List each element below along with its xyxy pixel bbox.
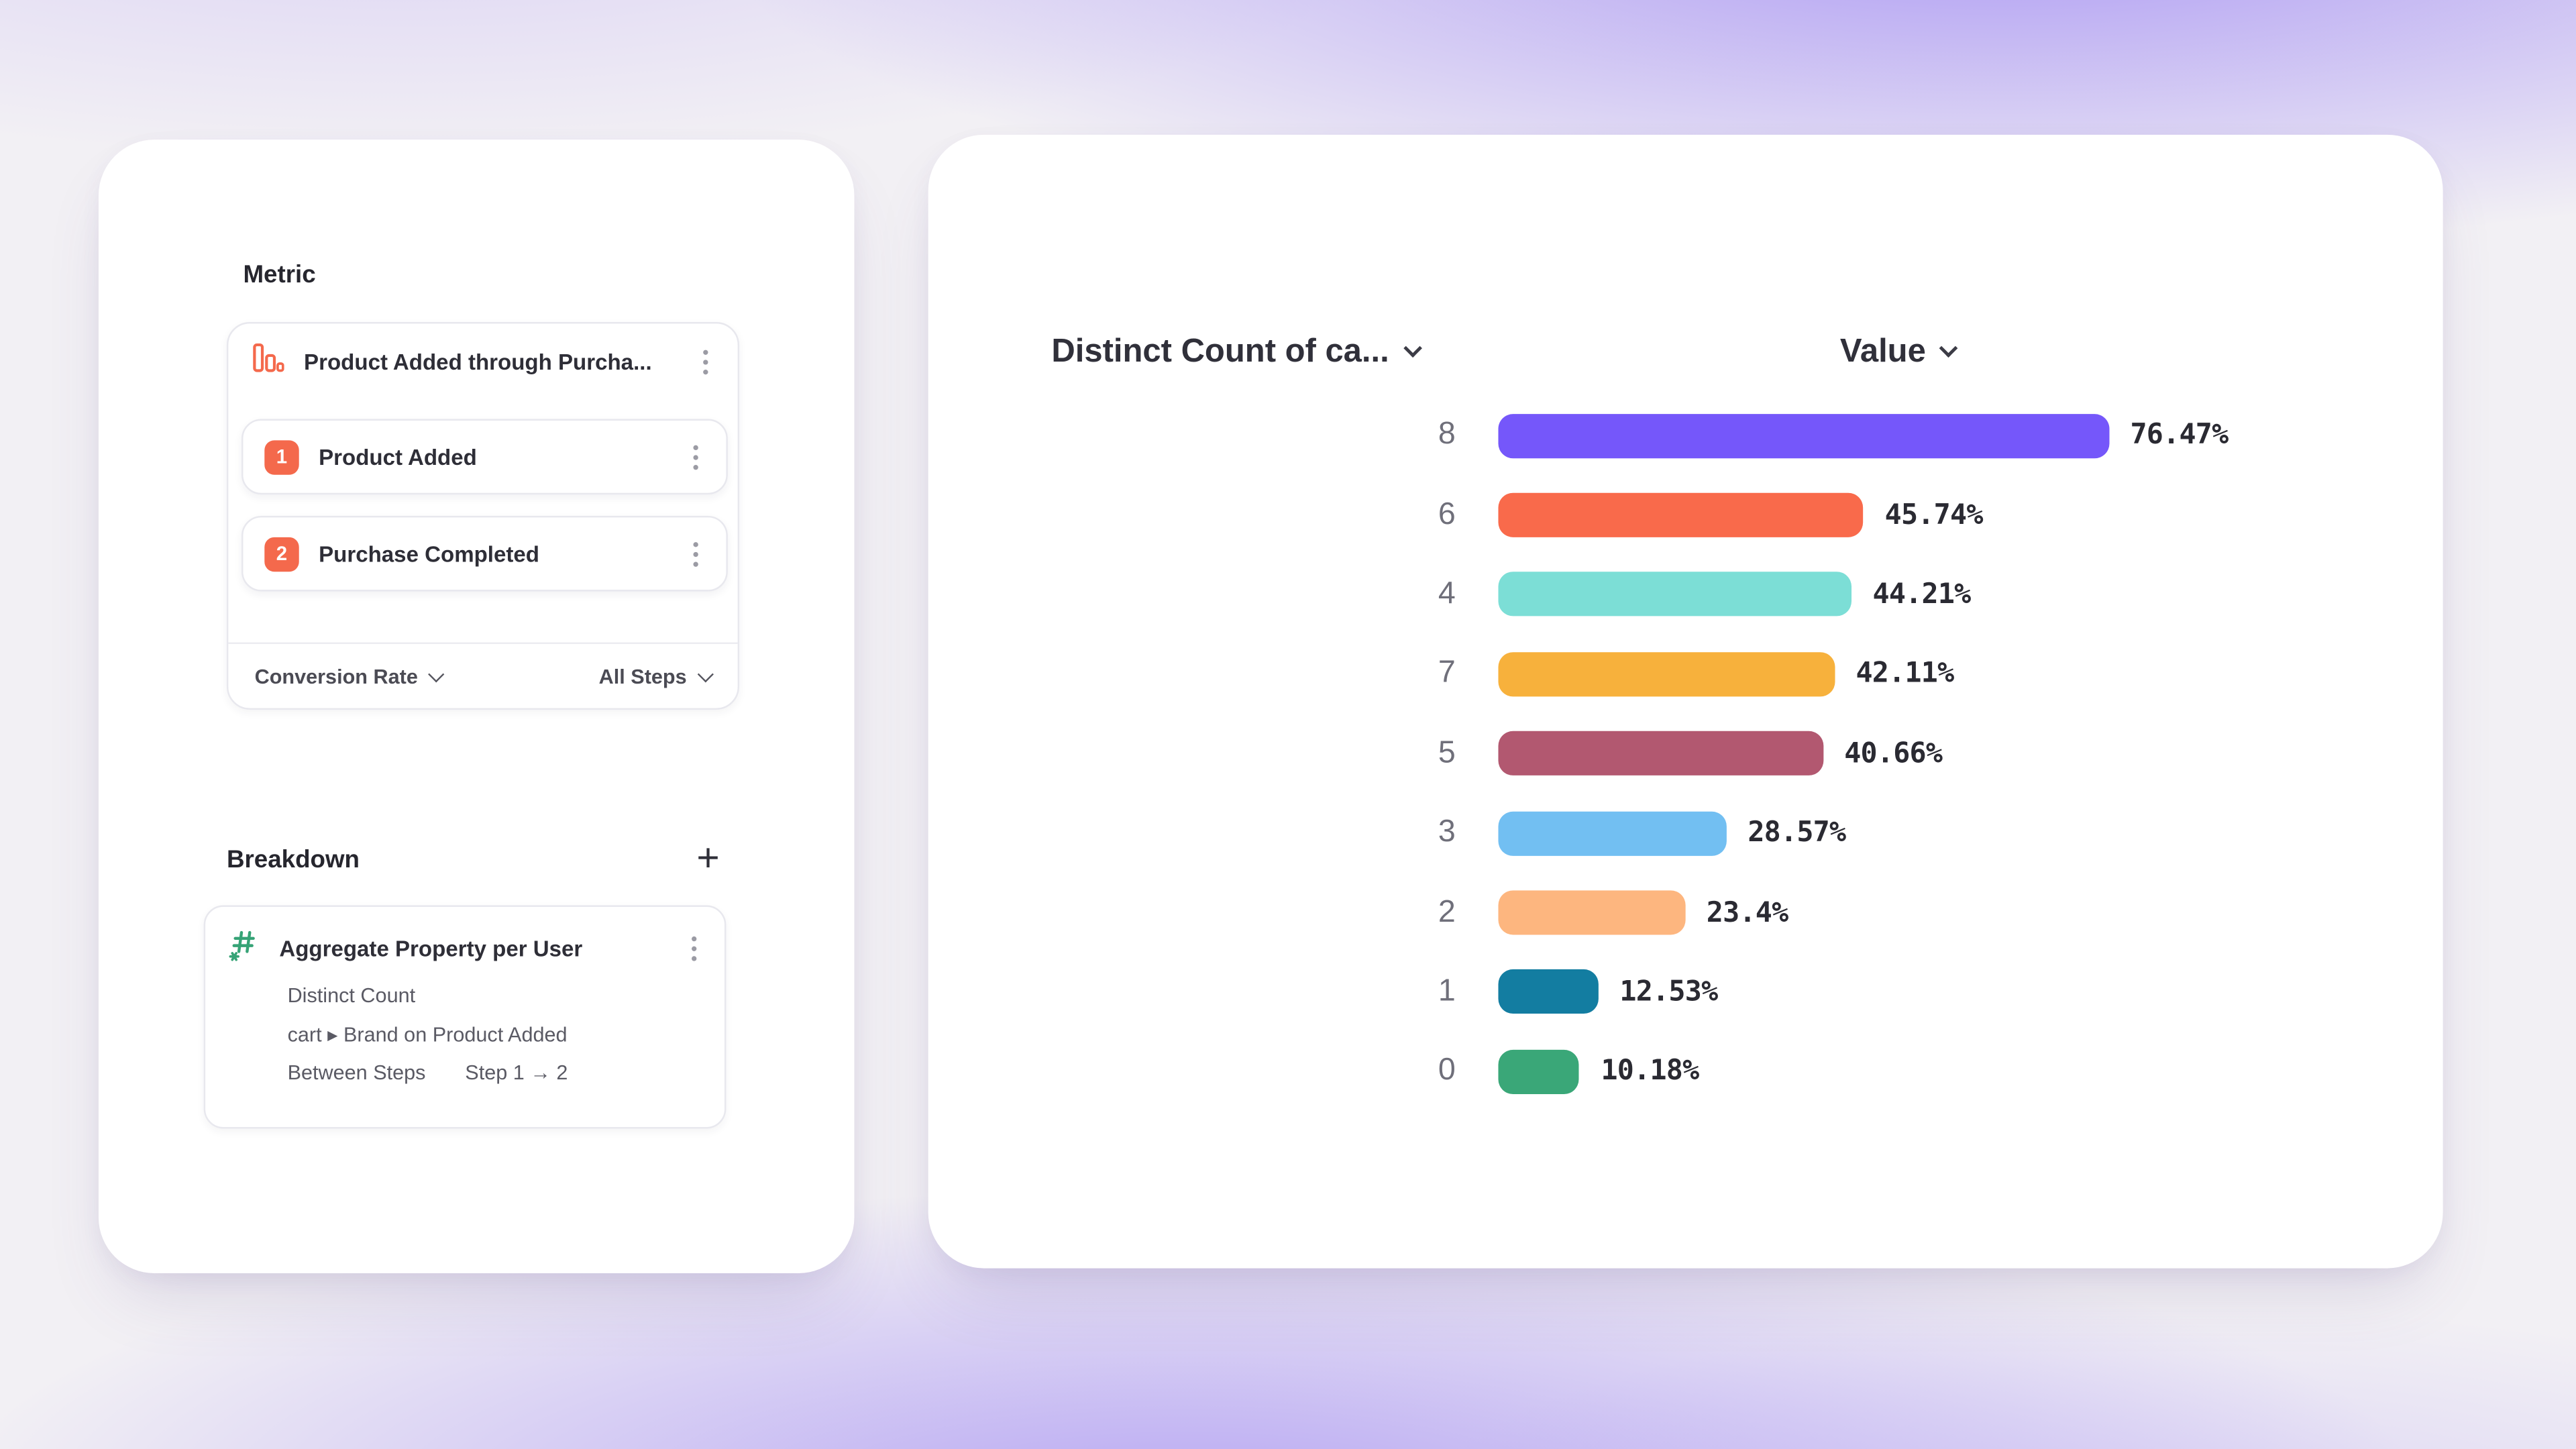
chevron-down-icon xyxy=(1403,339,1421,358)
metric-kebab-menu[interactable] xyxy=(696,343,714,380)
bar-category-label: 5 xyxy=(1438,735,1456,770)
bar[interactable] xyxy=(1498,810,1727,856)
bar[interactable] xyxy=(1498,492,1864,538)
bar-category-label: 6 xyxy=(1438,497,1456,532)
bar-value-label: 42.11% xyxy=(1856,657,1954,691)
all-steps-label: All Steps xyxy=(598,665,687,689)
step-number-badge: 2 xyxy=(264,536,299,572)
breakdown-kebab-menu[interactable] xyxy=(685,930,703,967)
category-column-label: Distinct Count of ca... xyxy=(1051,333,1389,370)
step-label: Product Added xyxy=(319,444,477,470)
chart-row: 1 12.53% xyxy=(928,953,2443,1032)
bar[interactable] xyxy=(1498,731,1823,776)
breakdown-scope-row: Between Steps Step 1 → 2 xyxy=(288,1061,724,1084)
bar[interactable] xyxy=(1498,1049,1580,1094)
bar-value-label: 28.57% xyxy=(1748,816,1846,850)
step-kebab-menu[interactable] xyxy=(687,535,705,572)
breakdown-section-title: Breakdown xyxy=(226,845,360,873)
value-column-header[interactable]: Value xyxy=(1839,333,1958,371)
category-column-header[interactable]: Distinct Count of ca... xyxy=(1051,333,1421,371)
chart-card: Distinct Count of ca... Value 8 76.47% 6 45… xyxy=(928,134,2443,1269)
bar-value-label: 10.18% xyxy=(1601,1055,1699,1088)
breakdown-item-title: Aggregate Property per User xyxy=(279,936,583,961)
bar[interactable] xyxy=(1498,651,1835,697)
bar-value-label: 45.74% xyxy=(1884,498,1984,532)
chart-row: 7 42.11% xyxy=(928,635,2443,714)
metric-label: Product Added through Purcha... xyxy=(304,349,652,374)
chart-row: 0 10.18% xyxy=(928,1032,2443,1112)
chevron-down-icon xyxy=(1939,339,1958,358)
bar[interactable] xyxy=(1498,413,2109,458)
breakdown-property-path: cart ▸ Brand on Product Added xyxy=(287,1023,568,1047)
chart-row: 6 45.74% xyxy=(928,476,2443,555)
chevron-down-icon xyxy=(697,665,714,682)
funnel-chart-icon xyxy=(252,341,284,382)
bar-category-label: 8 xyxy=(1438,417,1456,452)
bar-category-label: 3 xyxy=(1438,815,1456,850)
metric-row[interactable]: Product Added through Purcha... xyxy=(228,323,737,399)
bar-category-label: 1 xyxy=(1438,974,1456,1009)
panel-divider xyxy=(228,642,738,645)
bar-value-label: 44.21% xyxy=(1872,578,1971,611)
step-kebab-menu[interactable] xyxy=(687,438,705,476)
query-builder-card: Metric Product Added through Purcha... 1… xyxy=(98,140,855,1273)
metric-panel: Product Added through Purcha... 1 Produc… xyxy=(226,322,740,710)
metric-section-title: Metric xyxy=(243,261,316,290)
step-label: Purchase Completed xyxy=(319,541,539,566)
all-steps-dropdown[interactable]: All Steps xyxy=(598,665,714,689)
chart-row: 4 44.21% xyxy=(928,555,2443,635)
funnel-step-row-2[interactable]: 2 Purchase Completed xyxy=(241,515,728,592)
metric-panel-footer: Conversion Rate All Steps xyxy=(228,644,737,710)
chart-row: 5 40.66% xyxy=(928,714,2443,794)
chart-row: 3 28.57% xyxy=(928,794,2443,873)
bar[interactable] xyxy=(1498,969,1599,1015)
funnel-step-row-1[interactable]: 1 Product Added xyxy=(241,419,728,495)
bar[interactable] xyxy=(1498,890,1685,935)
conversion-rate-dropdown[interactable]: Conversion Rate xyxy=(254,665,445,689)
breakdown-item-details: Distinct Count cart ▸ Brand on Product A… xyxy=(288,984,724,1084)
bar-value-label: 40.66% xyxy=(1844,737,1943,770)
bar-category-label: 2 xyxy=(1438,894,1456,929)
bar-chart: 8 76.47% 6 45.74% 4 44.21% 7 42.11% 5 40.66% 3 28.5… xyxy=(928,396,2443,1112)
bar-value-label: 76.47% xyxy=(2130,419,2229,452)
chart-row: 2 23.4% xyxy=(928,873,2443,953)
bar-value-label: 12.53% xyxy=(1619,975,1718,1009)
bar-category-label: 0 xyxy=(1438,1053,1456,1088)
step-number-badge: 1 xyxy=(264,439,299,474)
chevron-down-icon xyxy=(428,665,445,682)
bar[interactable] xyxy=(1498,572,1851,617)
bar-category-label: 7 xyxy=(1438,656,1456,691)
conversion-rate-label: Conversion Rate xyxy=(254,665,418,689)
breakdown-scope-label: Between Steps xyxy=(287,1061,426,1085)
breakdown-item-header: Aggregate Property per User xyxy=(205,907,724,971)
bar-category-label: 4 xyxy=(1438,576,1456,611)
breakdown-aggregation: Distinct Count xyxy=(287,983,416,1008)
aggregate-property-icon xyxy=(227,926,263,971)
value-column-label: Value xyxy=(1839,333,1926,370)
breakdown-header: Breakdown + xyxy=(226,836,720,881)
breakdown-item-card[interactable]: Aggregate Property per User Distinct Cou… xyxy=(203,905,727,1129)
breakdown-scope-value: Step 1 → 2 xyxy=(465,1061,568,1085)
bar-value-label: 23.4% xyxy=(1706,896,1788,929)
chart-row: 8 76.47% xyxy=(928,396,2443,476)
add-breakdown-button[interactable]: + xyxy=(696,836,720,881)
